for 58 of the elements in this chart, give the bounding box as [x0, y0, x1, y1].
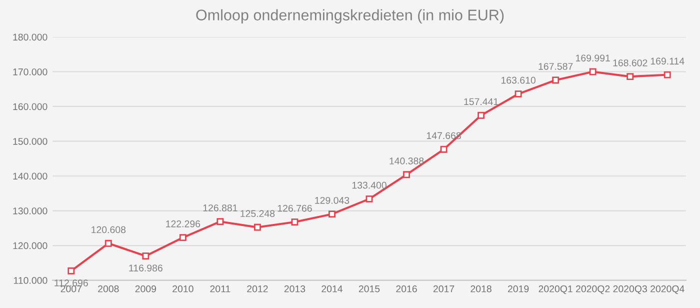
x-tick-label: 2015 — [358, 285, 380, 292]
data-label: 168.602 — [613, 59, 648, 66]
x-tick-label: 2008 — [98, 285, 119, 292]
x-tick-label: 2019 — [508, 285, 529, 292]
x-tick-label: 2017 — [433, 285, 454, 292]
point — [626, 73, 634, 80]
data-label: 157.441 — [464, 98, 498, 106]
point — [328, 210, 336, 218]
data-label: 112.696 — [54, 280, 88, 286]
data-label: 126.766 — [278, 204, 312, 212]
point — [366, 195, 373, 202]
x-tick-label: 2020Q4 — [650, 285, 684, 294]
data-label: 169.991 — [576, 54, 610, 62]
y-tick-label: 120.000 — [13, 242, 48, 250]
data-label: 140.388 — [390, 158, 424, 164]
y-tick-label: 150.000 — [13, 138, 48, 145]
data-label: 129.043 — [315, 196, 350, 204]
point — [514, 90, 522, 98]
point — [552, 76, 560, 84]
x-tick-label: 2013 — [284, 285, 306, 292]
x-tick-label: 2009 — [135, 285, 156, 292]
point — [216, 218, 224, 226]
y-tick-label: 180.000 — [13, 34, 48, 41]
data-label: 122.296 — [166, 220, 200, 228]
data-label: 133.400 — [352, 182, 386, 189]
x-tick-label: 2011 — [210, 285, 230, 292]
chart-title: Omloop ondernemingskredieten (in mio EUR) — [196, 9, 504, 24]
point — [179, 234, 186, 242]
y-tick-label: 170.000 — [13, 68, 48, 76]
x-tick-label: 2020Q3 — [613, 285, 647, 294]
x-tick-label: 2020Q1 — [538, 285, 572, 294]
point — [478, 112, 485, 119]
x-tick-label: 2016 — [396, 285, 417, 292]
point — [291, 218, 298, 226]
point — [664, 71, 671, 78]
point — [68, 267, 75, 274]
data-label: 120.608 — [92, 226, 126, 234]
x-tick-label: 2012 — [247, 285, 268, 292]
y-tick-label: 130.000 — [13, 207, 48, 214]
data-label: 167.587 — [538, 62, 573, 70]
x-tick-label: 2020Q2 — [576, 285, 610, 294]
x-tick-label: 2018 — [470, 285, 492, 292]
point — [403, 171, 410, 178]
y-tick-label: 110.000 — [14, 277, 48, 284]
data-label: 116.986 — [129, 264, 162, 272]
x-tick-label: 2010 — [172, 285, 194, 292]
point — [440, 146, 448, 153]
y-tick-label: 160.000 — [13, 103, 48, 110]
data-label: 169.114 — [650, 58, 684, 65]
data-label: 125.248 — [240, 210, 275, 218]
point — [104, 240, 112, 247]
point — [589, 68, 596, 76]
data-label: 163.610 — [501, 76, 536, 84]
x-tick-label: 2014 — [322, 285, 343, 292]
point — [142, 252, 150, 260]
y-tick-label: 140.000 — [13, 172, 48, 180]
point — [254, 224, 261, 231]
data-label: 126.881 — [203, 204, 238, 212]
